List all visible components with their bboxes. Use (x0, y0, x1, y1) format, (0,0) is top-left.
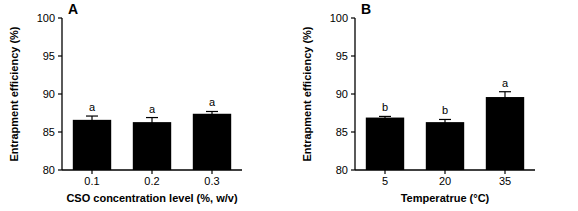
panel: a a a 80 85 90 95 100 0.1 0.2 0.3 CSO concentration… (8, 1, 242, 204)
y-tick-label: 80 (336, 164, 348, 176)
bar (366, 118, 404, 170)
bars (366, 92, 524, 170)
panel-label: A (68, 1, 78, 17)
error-stem (91, 116, 92, 124)
y-tick (351, 93, 355, 94)
error-cap (499, 91, 511, 92)
x-tick (211, 170, 212, 174)
figure: a a a 80 85 90 95 100 0.1 0.2 0.3 CSO concentration… (0, 0, 578, 211)
y-tick-label: 90 (43, 88, 55, 100)
bar (73, 120, 111, 170)
error-bar (379, 116, 391, 118)
y-tick (58, 17, 62, 18)
x-tick (384, 170, 385, 174)
bar (193, 114, 231, 170)
error-stem (211, 111, 212, 116)
x-tick (504, 170, 505, 174)
x-tick-label: 20 (439, 175, 451, 187)
y-tick-label: 95 (336, 50, 348, 62)
annotation: a (89, 101, 96, 113)
error-cap (146, 117, 158, 118)
x-tick (444, 170, 445, 174)
error-cap (206, 111, 218, 112)
x-tick-label: 5 (382, 175, 388, 187)
error-cap (379, 116, 391, 117)
x-tick-label: 0.3 (204, 175, 219, 187)
y-tick-label: 100 (37, 12, 55, 24)
error-stem (151, 118, 152, 127)
y-tick (58, 93, 62, 94)
annotation: a (209, 96, 216, 108)
y-tick-label: 85 (336, 126, 348, 138)
error-cap (439, 119, 451, 120)
y-tick (351, 131, 355, 132)
y-tick-label: 85 (43, 126, 55, 138)
error-stem (504, 92, 505, 103)
x-tick-label: 35 (499, 175, 511, 187)
y-axis-label: Entrapment efficiency (%) (8, 26, 20, 161)
y-tick-label: 100 (330, 12, 348, 24)
x-tick (151, 170, 152, 174)
annotation: a (149, 103, 156, 115)
bar (426, 122, 464, 170)
error-bar (439, 119, 451, 124)
x-tick-label: 0.2 (144, 175, 159, 187)
x-tick-label: 0.1 (84, 175, 99, 187)
annotation: a (502, 77, 509, 89)
y-axis-label: Entrapment efficiency (%) (301, 26, 313, 161)
annotation: b (442, 104, 448, 116)
y-tick (58, 55, 62, 56)
x-axis-label: Temperatrue (°C) (401, 192, 490, 204)
bar (486, 97, 524, 170)
y-tick-label: 80 (43, 164, 55, 176)
y-tick (58, 131, 62, 132)
y-tick (351, 17, 355, 18)
y-tick-label: 90 (336, 88, 348, 100)
bar (133, 122, 171, 170)
bars (73, 111, 231, 170)
y-tick (351, 55, 355, 56)
y-tick (351, 169, 355, 170)
panel-label: B (361, 1, 371, 17)
error-cap (86, 115, 98, 116)
error-bar (206, 111, 218, 116)
y-tick-label: 95 (43, 50, 55, 62)
error-bar (499, 92, 511, 103)
x-axis-label: CSO concentration level (%, w/v) (66, 192, 237, 204)
panel: b b a 80 85 90 95 100 5 20 35 Temperatrue (°C) Entra… (301, 1, 535, 204)
error-bar (86, 116, 98, 124)
x-tick (91, 170, 92, 174)
error-stem (444, 119, 445, 124)
annotation: b (382, 101, 388, 113)
y-tick (58, 169, 62, 170)
error-bar (146, 118, 158, 127)
